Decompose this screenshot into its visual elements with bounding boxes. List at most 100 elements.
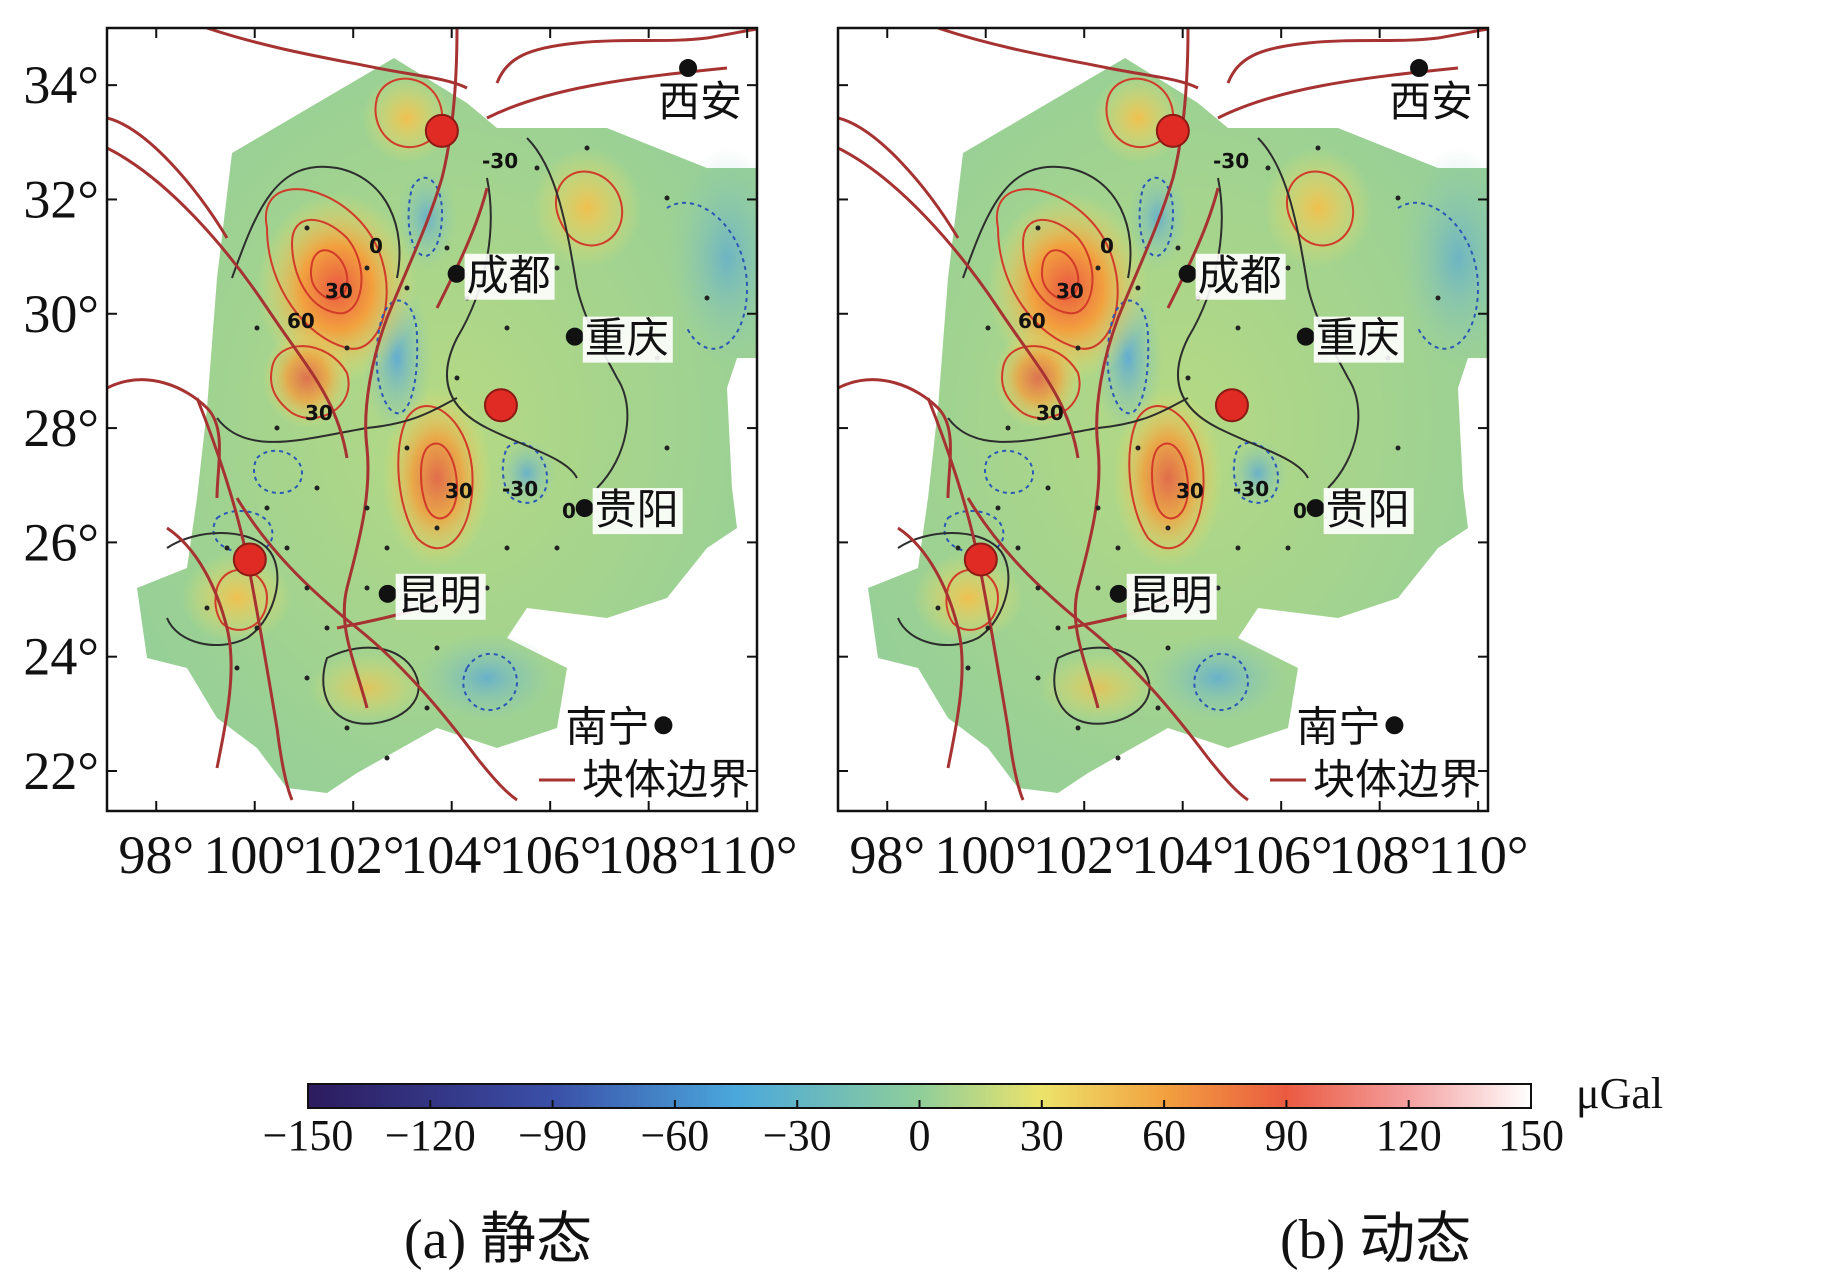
epicenter-marker xyxy=(1155,113,1190,148)
colorbar-tick-label: 120 xyxy=(1376,1111,1442,1160)
city-marker xyxy=(1385,716,1404,735)
contour-label-m30b: -30 xyxy=(1233,477,1269,501)
city-label-bg xyxy=(395,573,486,620)
legend-label: 块体边界 xyxy=(1313,755,1481,804)
lat-tick-label: 22° xyxy=(23,741,99,801)
city-label: 贵阳 xyxy=(1326,485,1410,534)
lon-tick-label: 104° xyxy=(1131,825,1234,885)
lon-tick-label: 104° xyxy=(400,825,503,885)
city-label-bg xyxy=(1195,253,1286,300)
city-label: 昆明 xyxy=(1129,571,1213,620)
city-label-bg xyxy=(561,705,652,752)
colorbar-tick-label: 30 xyxy=(1020,1111,1064,1160)
colorbar-ticks: −150 −120 −90 −60 −30 0 30 60 90 120 150 xyxy=(263,1100,1564,1160)
city-label: 西安 xyxy=(658,77,742,126)
contour-label-30c: 30 xyxy=(1176,479,1204,503)
city-marker xyxy=(447,264,466,283)
city-label-bg xyxy=(1387,80,1478,127)
city-label-bg xyxy=(464,253,555,300)
lat-tick-label: 34° xyxy=(23,55,99,115)
lon-tick-label: 108° xyxy=(1328,825,1431,885)
city-label: 成都 xyxy=(1198,251,1282,300)
caption-b: (b) 动态 xyxy=(1280,1209,1471,1271)
lon-tick-label: 100° xyxy=(203,825,306,885)
lon-tick-label: 98° xyxy=(118,825,194,885)
epicenter-marker xyxy=(963,542,998,577)
panel-a-contour-labels: 30 60 30 30 0 -30 -30 0 xyxy=(287,149,576,523)
city-label-bg xyxy=(582,316,673,363)
city-label-bg xyxy=(656,80,747,127)
colorbar-unit: μGal xyxy=(1576,1069,1663,1118)
lon-tick-label: 110° xyxy=(697,825,798,885)
panel-b-legend: 块体边界 xyxy=(1270,755,1481,804)
panel-b: 30 60 30 30 0 -30 -30 0 98° 100°102°104°1… xyxy=(836,26,1529,885)
colorbar-tick-label: −30 xyxy=(763,1111,832,1160)
contour-label-0: 0 xyxy=(1100,234,1114,258)
colorbar-tick-label: −150 xyxy=(263,1111,354,1160)
contour-label-m30: -30 xyxy=(1213,149,1249,173)
city-label-bg xyxy=(1126,573,1217,620)
city-marker xyxy=(1410,59,1429,78)
city-label-bg xyxy=(1323,488,1414,535)
city-marker xyxy=(565,327,584,346)
city-marker xyxy=(1109,584,1128,603)
lat-tick-label: 26° xyxy=(23,512,99,572)
colorbar-tick-label: 90 xyxy=(1264,1111,1308,1160)
city-label: 重庆 xyxy=(585,314,669,363)
panel-b-epicenters xyxy=(963,113,1249,577)
panel-b-contour-labels: 30 60 30 30 0 -30 -30 0 xyxy=(1018,149,1307,523)
contour-label-30c: 30 xyxy=(445,479,473,503)
lon-tick-label: 102° xyxy=(1033,825,1136,885)
epicenter-marker xyxy=(1214,388,1249,423)
contour-label-m30b: -30 xyxy=(502,477,538,501)
colorbar-tick-label: 60 xyxy=(1142,1111,1186,1160)
contour-label-30b: 30 xyxy=(1036,401,1064,425)
city-marker xyxy=(1306,499,1325,518)
colorbar-tick-label: −60 xyxy=(640,1111,709,1160)
colorbar-tick-label: 150 xyxy=(1498,1111,1564,1160)
colorbar-tick-label: −90 xyxy=(518,1111,587,1160)
epicenter-marker xyxy=(424,113,459,148)
city-label-bg xyxy=(1292,705,1383,752)
panel-a-legend: 块体边界 xyxy=(539,755,750,804)
city-label-bg xyxy=(592,488,683,535)
colorbar-tick-label: −120 xyxy=(385,1111,476,1160)
city-label: 南宁 xyxy=(1296,702,1380,751)
lon-tick-label: 106° xyxy=(499,825,602,885)
city-label: 重庆 xyxy=(1316,314,1400,363)
city-label: 贵阳 xyxy=(595,485,679,534)
contour-label-0: 0 xyxy=(369,234,383,258)
lon-tick-label: 110° xyxy=(1428,825,1529,885)
city-label: 成都 xyxy=(467,251,551,300)
panel-a-epicenters xyxy=(232,113,518,577)
city-label: 昆明 xyxy=(398,571,482,620)
city-marker xyxy=(679,59,698,78)
city-marker xyxy=(378,584,397,603)
panel-b-frame xyxy=(836,26,1490,813)
city-label: 西安 xyxy=(1389,77,1473,126)
colorbar: −150 −120 −90 −60 −30 0 30 60 90 120 150 μGal xyxy=(263,1069,1664,1160)
lat-tick-label: 28° xyxy=(23,398,99,458)
legend-label: 块体边界 xyxy=(582,755,750,804)
lon-tick-label: 106° xyxy=(1230,825,1333,885)
lat-tick-label: 30° xyxy=(23,284,99,344)
city-label-bg xyxy=(1313,316,1404,363)
panel-a-frame xyxy=(105,26,759,813)
epicenter-marker xyxy=(483,388,518,423)
city-marker xyxy=(1296,327,1315,346)
city-label: 南宁 xyxy=(565,702,649,751)
lat-tick-label: 24° xyxy=(23,627,99,687)
contour-label-60: 60 xyxy=(1018,309,1046,333)
lon-tick-label: 98° xyxy=(849,825,925,885)
panel-a-ticks: 98° 100°102°104°106°108°110° 34° 32° 30° 28° 2… xyxy=(23,28,797,885)
colorbar-tick-label: 0 xyxy=(909,1111,931,1160)
caption-a: (a) 静态 xyxy=(404,1209,592,1271)
contour-label-30: 30 xyxy=(1056,279,1084,303)
city-marker xyxy=(654,716,673,735)
city-marker xyxy=(1178,264,1197,283)
contour-label-60: 60 xyxy=(287,309,315,333)
contour-label-0b: 0 xyxy=(1293,499,1307,523)
contour-label-m30: -30 xyxy=(482,149,518,173)
lat-tick-label: 32° xyxy=(23,169,99,229)
